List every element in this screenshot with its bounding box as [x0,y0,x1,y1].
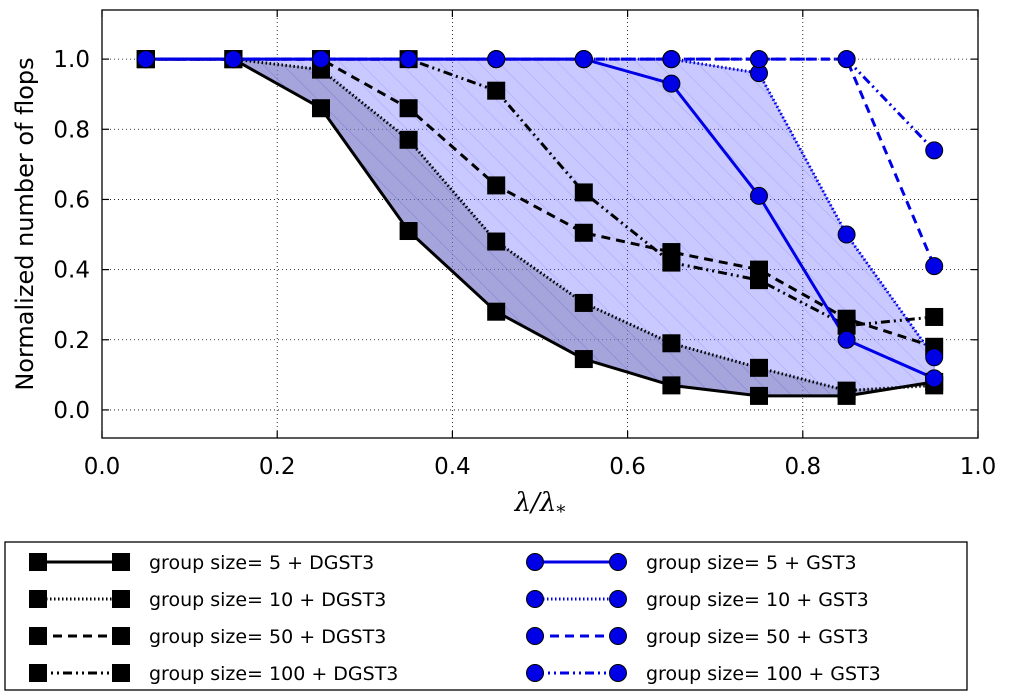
series-lines [145,57,936,398]
shaded-band-hatch [145,59,935,396]
legend-entry: group size= 10 + GST3 [526,589,869,611]
data-point [574,50,593,69]
data-point [750,358,768,377]
legend-marker [112,590,130,608]
legend-marker [609,664,627,682]
data-point [399,99,418,118]
y-tick-label: 1.0 [53,47,90,73]
legend-entry: group size= 50 + GST3 [526,626,869,648]
data-point [487,176,506,195]
legend-entry: group size= 100 + GST3 [526,663,881,685]
legend-marker [526,590,544,608]
x-axis-title: λ/λ* [514,488,566,523]
legend-marker [29,553,47,571]
bands [145,58,935,397]
x-tick-label: 0.6 [609,454,646,480]
data-point [925,307,944,326]
data-point [750,50,768,69]
legend: group size= 5 + DGST3 group size= 10 + DG… [29,552,881,685]
legend-marker [29,627,47,645]
series-line [145,57,935,398]
legend-marker [29,664,47,682]
data-point [837,330,856,349]
data-point [662,334,681,353]
x-tick-label: 0.8 [785,454,822,480]
data-point [750,186,768,205]
legend-marker [609,590,627,608]
legend-marker [112,627,130,645]
legend-entry: group size= 50 + DGST3 [29,626,386,648]
y-tick-label: 0.2 [53,328,90,354]
data-point [312,50,330,69]
legend-marker [526,627,544,645]
y-tick-label: 0.0 [53,398,90,424]
legend-marker [609,627,627,645]
legend-label: group size= 100 + GST3 [646,663,881,685]
legend-box [4,541,968,691]
data-point [662,376,681,395]
data-point [136,50,155,69]
data-point [662,50,681,69]
x-axis-title-subscript: * [556,502,565,523]
legend-marker [526,553,544,571]
legend-label: group size= 100 + DGST3 [149,663,398,685]
legend-entry: group size= 5 + DGST3 [29,552,374,574]
legend-label: group size= 5 + GST3 [646,552,857,574]
data-point [487,50,506,69]
legend-label: group size= 50 + GST3 [646,626,869,648]
x-tick-label: 0.0 [84,454,121,480]
data-point [925,369,944,388]
series-markers [136,50,944,405]
x-tick-label: 1.0 [960,454,997,480]
data-point [837,225,856,244]
data-point [837,381,856,400]
legend-marker [29,590,47,608]
series-line [145,57,935,349]
data-point [487,232,506,251]
data-point [399,222,418,241]
legend-label: group size= 10 + DGST3 [149,589,386,611]
legend-marker [112,553,130,571]
x-tick-label: 0.2 [259,454,296,480]
legend-entry: group size= 100 + DGST3 [29,663,398,685]
legend-marker [112,664,130,682]
y-tick-label: 0.6 [53,187,90,213]
legend-marker [526,664,544,682]
data-point [750,386,768,405]
data-point [399,130,418,149]
x-tick-label: 0.4 [434,454,471,480]
legend-entry: group size= 5 + GST3 [526,552,857,574]
y-tick-label: 0.8 [53,117,90,143]
data-point [925,257,944,276]
data-point [574,223,593,242]
data-point [574,293,593,312]
data-point [925,141,944,160]
x-axis-title-main: λ/λ [514,488,557,518]
data-point [662,253,681,272]
legend-label: group size= 10 + GST3 [646,589,869,611]
data-point [574,350,593,369]
data-point [399,50,418,69]
data-point [574,183,593,202]
axis-ticks: 0.0 0.2 0.4 0.6 0.8 1.0 0.0 0.2 0.4 0.6 0.8 1.0 [53,10,996,480]
legend-entry: group size= 10 + DGST3 [29,589,386,611]
data-point [312,99,330,118]
legend-label: group size= 5 + DGST3 [149,552,374,574]
data-point [224,50,243,69]
legend-label: group size= 50 + DGST3 [149,626,386,648]
data-point [837,50,856,69]
plot-frame [101,9,979,439]
series-line [145,57,936,152]
legend-marker [609,553,627,571]
data-point [750,271,768,290]
data-point [487,81,506,100]
data-point [925,348,944,367]
y-tick-label: 0.4 [53,258,90,284]
data-point [662,74,681,93]
data-point [487,302,506,321]
y-axis-title: Normalized number of flops [11,57,39,390]
